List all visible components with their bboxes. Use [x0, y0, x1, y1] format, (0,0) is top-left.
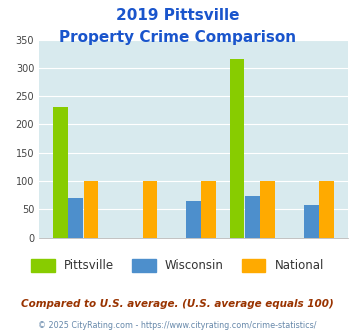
Bar	[201, 181, 216, 238]
Bar	[245, 196, 260, 238]
Bar	[143, 181, 157, 238]
Bar	[84, 181, 98, 238]
Bar	[186, 201, 201, 238]
Text: 2019 Pittsville: 2019 Pittsville	[116, 8, 239, 23]
Text: Property Crime Comparison: Property Crime Comparison	[59, 30, 296, 45]
Bar	[53, 108, 68, 238]
Bar	[69, 198, 83, 238]
Bar	[260, 181, 275, 238]
Bar	[304, 205, 318, 238]
Text: © 2025 CityRating.com - https://www.cityrating.com/crime-statistics/: © 2025 CityRating.com - https://www.city…	[38, 321, 317, 330]
Text: Compared to U.S. average. (U.S. average equals 100): Compared to U.S. average. (U.S. average …	[21, 299, 334, 309]
Legend: Pittsville, Wisconsin, National: Pittsville, Wisconsin, National	[27, 255, 328, 276]
Bar	[230, 59, 244, 238]
Bar	[319, 181, 334, 238]
